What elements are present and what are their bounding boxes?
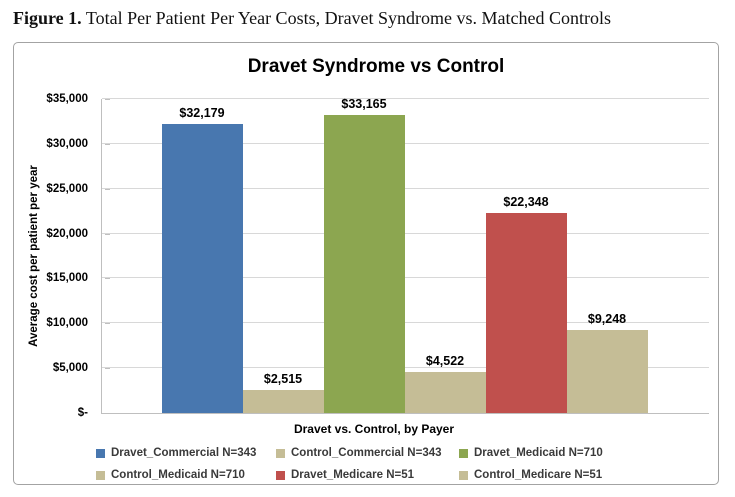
bar-dravet_medicaid xyxy=(323,115,405,413)
chart-title: Dravet Syndrome vs Control xyxy=(247,56,505,77)
y-tick-mark xyxy=(105,278,110,280)
y-tick-mark xyxy=(105,188,110,190)
gridline xyxy=(102,187,709,189)
legend-label: Dravet_Commercial N=343 xyxy=(111,447,257,459)
bar-control_commercial xyxy=(242,390,324,413)
legend-label: Dravet_Medicaid N=710 xyxy=(474,447,603,459)
gridline xyxy=(102,277,709,279)
legend-swatch-icon xyxy=(96,470,105,480)
figure-number: Figure 1. xyxy=(13,8,82,28)
bar-value-label: $22,348 xyxy=(503,194,549,209)
gridline xyxy=(102,232,709,234)
bar-value-label: $32,179 xyxy=(179,106,225,121)
legend-swatch-icon xyxy=(96,448,105,458)
y-tick-mark xyxy=(105,233,110,235)
y-tick-label: $30,000 xyxy=(46,137,88,150)
legend-label: Control_Medicare N=51 xyxy=(474,469,603,481)
bar-control_medicaid xyxy=(404,372,486,413)
y-tick-label: $25,000 xyxy=(46,182,88,195)
bar-value-label: $2,515 xyxy=(263,372,303,387)
y-tick-mark xyxy=(105,143,110,145)
legend-swatch-icon xyxy=(276,470,285,480)
legend-label: Control_Commercial N=343 xyxy=(291,447,442,459)
gridline xyxy=(102,367,709,369)
legend-item: Control_Medicare N=51 xyxy=(459,468,602,482)
gridline xyxy=(102,322,709,324)
x-axis-title: Dravet vs. Control, by Payer xyxy=(293,422,455,436)
y-tick-label: $5,000 xyxy=(52,362,88,375)
legend-item: Dravet_Medicare N=51 xyxy=(276,468,414,482)
y-tick-label: $20,000 xyxy=(46,227,88,240)
bar-control_medicare xyxy=(566,330,648,413)
legend-item: Dravet_Commercial N=343 xyxy=(96,446,256,460)
bar-dravet_commercial xyxy=(161,124,243,413)
y-axis-title: Average cost per patient per year xyxy=(28,165,40,347)
legend-item: Dravet_Medicaid N=710 xyxy=(459,446,603,460)
bar-value-label: $9,248 xyxy=(587,312,627,327)
legend-swatch-icon xyxy=(459,448,468,458)
plot-area: $32,179 $2,515 $33,165 $4,522 $22,348 $9,248 xyxy=(101,97,709,414)
gridline xyxy=(102,98,709,99)
y-tick-label: $10,000 xyxy=(46,317,88,330)
legend-item: Control_Medicaid N=710 xyxy=(96,468,245,482)
legend-swatch-icon xyxy=(459,470,468,480)
figure-title-text: Total Per Patient Per Year Costs, Dravet… xyxy=(81,8,612,28)
figure-title: Figure 1. Total Per Patient Per Year Cos… xyxy=(13,7,723,30)
y-tick-mark xyxy=(105,413,110,414)
bar-dravet_medicare xyxy=(485,212,567,413)
y-tick-mark xyxy=(105,99,110,100)
legend-label: Dravet_Medicare N=51 xyxy=(291,469,415,481)
y-tick-mark xyxy=(105,368,110,370)
y-tick-label: $35,000 xyxy=(46,93,88,105)
y-tick-mark xyxy=(105,323,110,325)
legend-item: Control_Commercial N=343 xyxy=(276,446,442,460)
chart-container: Dravet Syndrome vs Control Average cost … xyxy=(13,42,719,485)
y-tick-label: $15,000 xyxy=(46,272,88,285)
bar-value-label: $4,522 xyxy=(425,354,465,369)
bar-value-label: $33,165 xyxy=(341,97,387,112)
y-tick-label: $- xyxy=(77,407,88,419)
legend-label: Control_Medicaid N=710 xyxy=(111,469,245,481)
gridline xyxy=(102,142,709,144)
legend-swatch-icon xyxy=(276,448,285,458)
